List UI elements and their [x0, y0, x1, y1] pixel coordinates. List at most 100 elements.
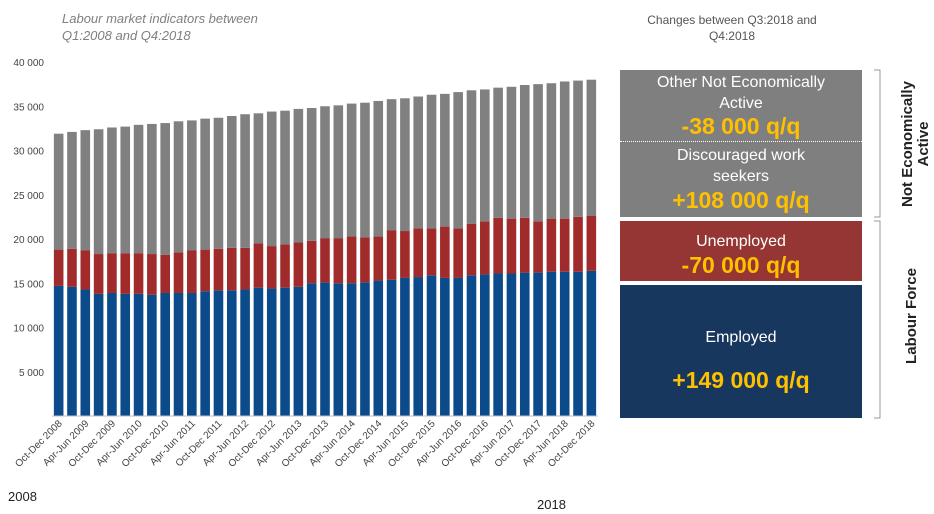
bar-segment-1: [93, 254, 104, 294]
bar-segment-0: [426, 275, 437, 416]
bar-segment-1: [133, 253, 144, 294]
bar-segment-1: [373, 236, 384, 281]
bar-segment-0: [280, 287, 290, 416]
bar-segment-0: [546, 271, 557, 416]
bar-segment-1: [506, 218, 517, 274]
bar-segment-0: [586, 270, 597, 416]
not-active-side-line-1: Not Economically: [899, 81, 916, 207]
bar-segment-2: [80, 130, 91, 251]
bar-segment-2: [413, 96, 424, 229]
bar-segment-1: [187, 250, 197, 293]
y-tick-label: 10 000: [13, 324, 44, 335]
bar-segment-2: [226, 115, 237, 248]
discouraged-label-2: seekers: [712, 168, 770, 185]
changes-title-line-1: Changes between Q3:2018 and: [647, 13, 817, 27]
bar-segment-2: [373, 100, 384, 237]
bar-segment-1: [533, 221, 543, 273]
changes-title: Changes between Q3:2018 and Q4:2018: [612, 12, 852, 44]
y-tick-label: 35 000: [13, 102, 44, 113]
bar-segment-1: [173, 252, 184, 293]
bar-segment-2: [253, 113, 264, 244]
not-active-side-label: Not Economically Active: [899, 74, 932, 214]
bar-segment-1: [346, 236, 357, 284]
labour-force-side-label: Labour Force: [903, 268, 920, 364]
bar-segment-2: [400, 98, 410, 232]
bar-segment-2: [200, 118, 210, 250]
bar-segment-1: [426, 228, 437, 276]
bar-segment-2: [493, 87, 503, 218]
bar-segment-0: [200, 291, 210, 416]
bar-segment-0: [493, 273, 503, 416]
bar-segment-2: [147, 123, 157, 255]
bar-segment-1: [306, 240, 317, 284]
bar-segment-1: [386, 230, 397, 280]
y-tick-label: 25 000: [13, 191, 44, 202]
bar-segment-2: [93, 129, 104, 255]
bar-segment-1: [360, 237, 370, 283]
bar-segment-0: [147, 294, 157, 416]
bar-segment-0: [67, 286, 77, 416]
employed-change: +149 000 q/q: [672, 367, 810, 393]
bar-segment-0: [386, 279, 397, 416]
bar-segment-2: [426, 94, 437, 229]
bar-segment-1: [586, 215, 597, 271]
year-end-label: 2018: [537, 497, 566, 512]
y-tick-label: 30 000: [13, 147, 44, 158]
bar-segment-1: [413, 228, 424, 278]
unemployed-label: Unemployed: [696, 233, 786, 250]
bar-segment-0: [440, 277, 450, 416]
bar-segment-2: [480, 89, 490, 222]
bar-segment-2: [67, 131, 77, 249]
unemployed-change: -70 000 q/q: [681, 252, 801, 278]
bar-segment-1: [320, 238, 330, 283]
bar-segment-2: [506, 86, 517, 219]
x-tick-label: Oct-Dec 2018: [546, 418, 598, 470]
bar-segment-0: [173, 292, 184, 416]
bar-segment-2: [573, 80, 583, 217]
bar-segment-2: [546, 83, 557, 219]
bar-segment-2: [53, 133, 64, 250]
employed-label: Employed: [705, 329, 777, 346]
bar-segment-2: [187, 120, 197, 251]
bar-segment-1: [293, 242, 304, 287]
bar-segment-0: [533, 272, 543, 416]
bar-segment-0: [107, 292, 117, 416]
chart-title-line-1: Labour market indicators between: [62, 11, 258, 26]
bar-segment-1: [213, 248, 224, 291]
bar-segment-2: [133, 124, 144, 254]
bar-segment-2: [293, 108, 304, 243]
changes-title-line-2: Q4:2018: [708, 29, 756, 43]
bar-segment-2: [440, 93, 450, 227]
bar-segment-2: [453, 92, 463, 229]
bar-segment-0: [240, 289, 250, 416]
panel-divider: [620, 141, 862, 142]
bar-segment-2: [280, 110, 290, 245]
bar-segment-1: [53, 249, 64, 286]
y-tick-label: 40 000: [13, 58, 44, 69]
bar-segment-1: [240, 247, 250, 290]
bar-segment-0: [120, 293, 131, 416]
bar-segment-1: [226, 247, 237, 291]
bar-segment-1: [546, 218, 557, 272]
bar-segment-2: [586, 79, 597, 216]
bar-segment-0: [160, 292, 170, 416]
bar-segment-0: [559, 271, 570, 416]
bar-segment-0: [187, 292, 197, 416]
bar-segment-2: [173, 121, 184, 253]
discouraged-block: Discouraged work seekers: [620, 145, 862, 187]
bar-segment-1: [519, 217, 530, 273]
bar-segment-1: [573, 216, 583, 272]
other-not-active-label-1: Other Not Economically: [656, 74, 826, 91]
bar-segment-0: [466, 275, 477, 416]
bar-segment-0: [133, 293, 144, 416]
bar-segment-0: [333, 283, 344, 416]
bar-segment-2: [346, 103, 357, 237]
bar-segment-1: [559, 218, 570, 272]
bar-segment-0: [360, 282, 370, 416]
bar-segment-1: [453, 228, 463, 278]
bar-segment-0: [306, 283, 317, 416]
bar-segment-1: [440, 226, 450, 278]
discouraged-change: +108 000 q/q: [672, 187, 810, 213]
bar-segment-2: [466, 90, 477, 224]
unemployed-panel: Unemployed -70 000 q/q: [620, 221, 862, 281]
